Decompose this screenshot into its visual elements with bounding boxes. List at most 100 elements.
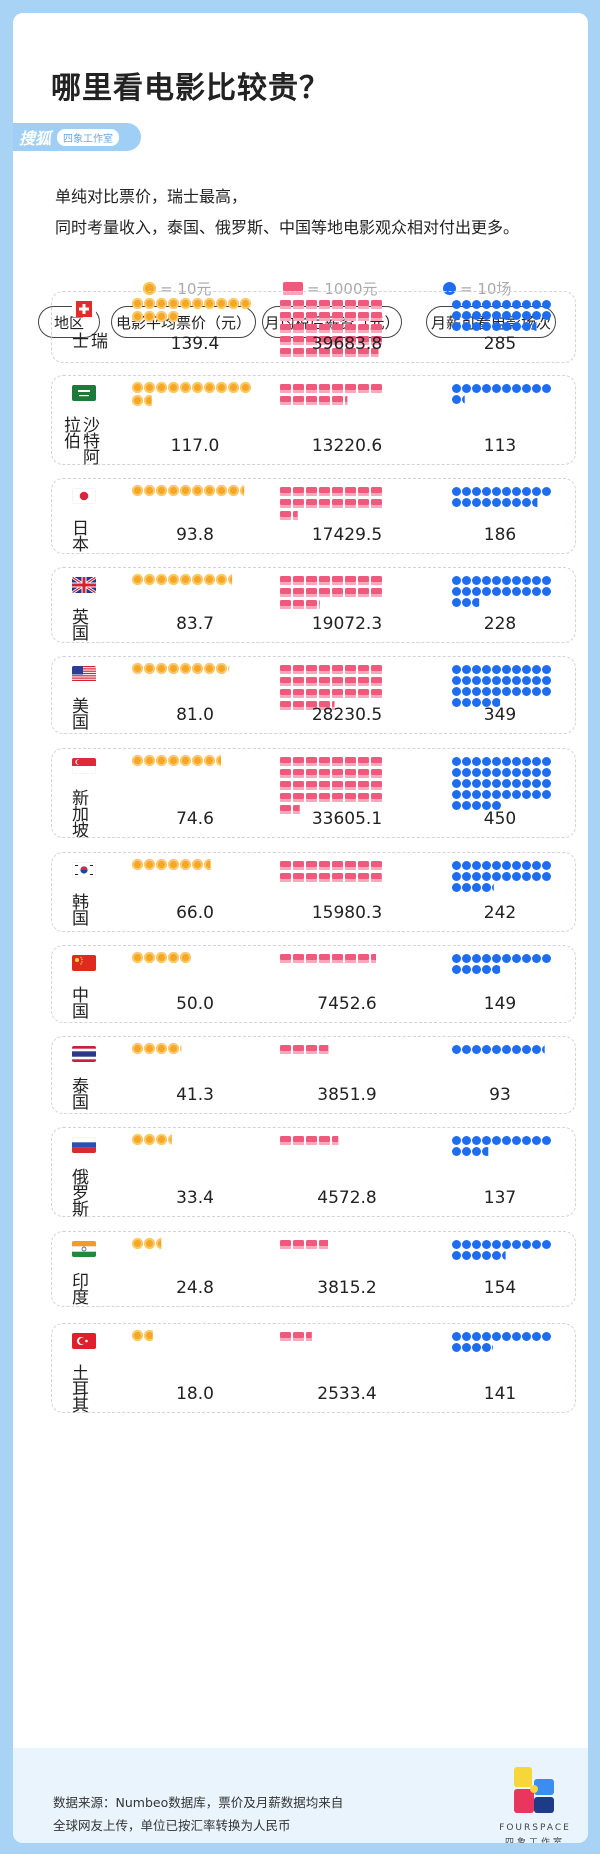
price-icons: [132, 574, 260, 587]
flag-cn-icon: [72, 955, 96, 971]
salary-card-mark: [332, 324, 343, 333]
price-coin-mark: [180, 574, 191, 585]
salary-card-mark: [358, 861, 369, 870]
salary-card-mark: [280, 1240, 291, 1249]
count-dot-mark: [462, 1147, 471, 1156]
price-coin-mark: [132, 298, 143, 309]
count-dot-mark: [482, 311, 491, 320]
salary-card-mark: [371, 487, 382, 496]
count-dot-mark: [452, 954, 461, 963]
count-dot-mark: [512, 576, 521, 585]
country-row-th: 泰国 41.3 3851.9 93: [51, 1036, 576, 1114]
salary-card-mark: [332, 677, 343, 686]
salary-card-mark: [319, 861, 330, 870]
count-dot-mark: [482, 1136, 491, 1145]
salary-card-mark: [332, 300, 343, 309]
count-icons: [452, 1045, 554, 1056]
salary-card-mark: [306, 588, 317, 597]
salary-card-mark: [319, 873, 330, 882]
salary-card-mark: [280, 1332, 291, 1341]
count-dot-mark: [492, 587, 501, 596]
count-dot-mark: [452, 498, 461, 507]
flag-tr-icon: [72, 1333, 96, 1349]
count-dot-mark: [512, 311, 521, 320]
salary-card-mark: [371, 588, 382, 597]
salary-card-mark: [345, 588, 356, 597]
count-dot-mark: [462, 311, 471, 320]
count-dot-mark: [502, 687, 511, 696]
salary-card-mark: [371, 499, 382, 508]
salary-value-label: 39683.8: [311, 334, 383, 354]
salary-card-mark: [345, 689, 356, 698]
count-dot-mark: [542, 1332, 551, 1341]
salary-card-mark: [332, 954, 343, 963]
count-dot-mark: [502, 665, 511, 674]
count-dot-mark: [482, 861, 491, 870]
count-dot-mark: [482, 883, 491, 892]
salary-card-mark: [332, 861, 343, 870]
salary-card-mark: [306, 499, 317, 508]
count-dot-mark: [472, 1147, 481, 1156]
count-dot-mark: [532, 861, 541, 870]
price-coin-mark: [144, 1238, 155, 1249]
count-dot-mark: [472, 676, 481, 685]
price-coin-mark: [204, 574, 215, 585]
count-dot-mark: [472, 587, 481, 596]
salary-card-mark: [293, 793, 304, 802]
count-dot-mark: [532, 757, 541, 766]
price-coin-mark: [168, 755, 179, 766]
price-coin-mark: [192, 382, 203, 393]
salary-card-mark: [358, 757, 369, 766]
price-coin-mark: [228, 382, 239, 393]
price-coin-mark: [156, 1043, 167, 1054]
count-dot-mark: [522, 872, 531, 881]
count-dot-mark: [542, 861, 551, 870]
count-icons: [452, 861, 554, 894]
count-dot-mark: [502, 790, 511, 799]
count-value-label: 450: [483, 809, 517, 829]
price-coin-mark: [228, 298, 239, 309]
salary-card-mark: [345, 487, 356, 496]
count-dot-mark: [482, 698, 491, 707]
salary-card-mark: [345, 336, 356, 345]
count-value-label: 228: [483, 614, 517, 634]
count-dot-mark: [512, 322, 521, 331]
country-name: 印度: [68, 1272, 88, 1304]
footer-line-2: 全球网友上传，单位已按汇率转换为人民币: [53, 1818, 291, 1833]
salary-card-mark: [280, 487, 291, 496]
count-dot-mark: [532, 587, 541, 596]
count-dot-mark: [512, 757, 521, 766]
salary-card-mark: [371, 336, 382, 345]
count-icons: [452, 954, 554, 976]
price-value-label: 81.0: [176, 705, 214, 725]
salary-card-mark: [345, 324, 356, 333]
salary-card-mark: [319, 499, 330, 508]
salary-card-mark: [371, 665, 382, 674]
price-coin-mark: [180, 755, 191, 766]
count-dot-mark: [502, 768, 511, 777]
count-dot-mark: [492, 757, 501, 766]
price-coin-mark: [132, 395, 143, 406]
salary-card-mark: [319, 954, 330, 963]
salary-card-mark: [358, 588, 369, 597]
count-dot-mark: [482, 687, 491, 696]
count-dot-mark: [492, 1332, 501, 1341]
salary-card-mark: [358, 324, 369, 333]
salary-card-mark: [345, 769, 356, 778]
count-dot-mark-partial: [492, 1343, 493, 1352]
count-dot-mark: [502, 872, 511, 881]
header-region: 地区: [38, 306, 100, 338]
count-dot-mark: [472, 779, 481, 788]
price-coin-mark: [132, 952, 143, 963]
count-value-label: 149: [483, 994, 517, 1014]
price-coin-mark: [192, 485, 203, 496]
salary-card-mark: [332, 757, 343, 766]
count-dot-mark-partial: [532, 498, 538, 507]
count-dot-mark: [452, 861, 461, 870]
count-icons: [452, 1136, 554, 1158]
foursquare-logo-icon: [514, 1767, 554, 1813]
salary-card-mark: [332, 769, 343, 778]
salary-icons: [280, 1045, 395, 1057]
count-dot-mark: [462, 300, 471, 309]
count-dot-mark-partial: [482, 1147, 489, 1156]
